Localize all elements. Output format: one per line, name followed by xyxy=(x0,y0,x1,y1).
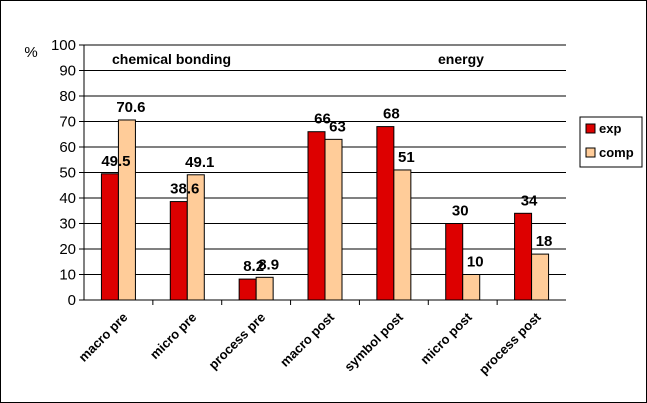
bar-comp-micro-pre xyxy=(186,174,205,301)
legend-label-exp: exp xyxy=(599,121,621,136)
bar-exp-macro-pre xyxy=(100,173,119,301)
category-label-symbol-post: symbol post xyxy=(341,309,406,374)
bar-comp-process-post xyxy=(531,253,550,301)
annotation-energy: energy xyxy=(438,51,484,67)
data-label-exp-micro-pre: 38.6 xyxy=(170,181,199,198)
y-tick-label: 80 xyxy=(59,88,76,105)
data-label-exp-micro-post: 30 xyxy=(452,203,469,220)
bar-exp-process-post xyxy=(514,212,533,301)
y-tick-label: 90 xyxy=(59,63,76,80)
data-label-comp-process-pre: 8.9 xyxy=(258,256,279,273)
category-label-process-post: process post xyxy=(476,309,544,377)
y-tick-label: 0 xyxy=(68,292,76,309)
data-label-comp-micro-pre: 49.1 xyxy=(185,154,214,171)
data-label-exp-symbol-post: 68 xyxy=(383,106,400,123)
bar-comp-process-pre xyxy=(255,276,274,301)
legend: exp comp xyxy=(579,116,643,168)
y-tick-labels: 0 10 20 30 40 50 60 70 80 90 100 xyxy=(51,37,76,309)
bars xyxy=(100,119,550,301)
data-label-exp-process-post: 34 xyxy=(521,192,538,209)
data-label-exp-macro-pre: 49.5 xyxy=(101,153,130,170)
bar-comp-macro-post xyxy=(324,138,343,301)
data-label-comp-macro-pre: 70.6 xyxy=(116,99,145,116)
annotation-chemical-bonding: chemical bonding xyxy=(112,51,231,67)
bar-exp-micro-post xyxy=(445,223,464,301)
y-tick-label: 70 xyxy=(59,114,76,131)
y-tick-label: 50 xyxy=(59,165,76,182)
legend-swatch-exp xyxy=(585,123,596,134)
data-label-exp-process-pre: 8.2 xyxy=(243,258,264,275)
category-label-macro-post: macro post xyxy=(277,309,338,370)
y-tick-label: 100 xyxy=(51,37,76,54)
y-axis-title: % xyxy=(24,44,37,61)
bar-exp-process-pre xyxy=(238,278,257,301)
data-label-comp-micro-post: 10 xyxy=(467,254,484,271)
bar-comp-macro-pre xyxy=(117,119,136,301)
category-label-process-pre: process pre xyxy=(206,310,269,373)
category-label-micro-post: micro post xyxy=(417,309,475,367)
data-label-comp-symbol-post: 51 xyxy=(398,149,415,166)
y-tick-label: 40 xyxy=(59,190,76,207)
data-label-comp-process-post: 18 xyxy=(536,233,553,250)
legend-swatch-comp xyxy=(585,147,596,158)
bar-exp-macro-post xyxy=(307,131,326,301)
category-labels: macro pre micro pre process pre macro post s… xyxy=(75,309,544,377)
y-tick-label: 20 xyxy=(59,241,76,258)
category-label-micro-pre: micro pre xyxy=(147,310,200,363)
data-label-exp-macro-post: 66 xyxy=(314,111,331,128)
bar-comp-micro-post xyxy=(462,274,481,301)
data-label-comp-macro-post: 63 xyxy=(329,118,346,135)
y-tick-label: 30 xyxy=(59,216,76,233)
bar-comp-symbol-post xyxy=(393,169,412,301)
bar-exp-micro-pre xyxy=(169,201,188,301)
bar-exp-symbol-post xyxy=(376,126,395,301)
legend-label-comp: comp xyxy=(599,145,634,160)
y-tick-label: 60 xyxy=(59,139,76,156)
category-label-macro-pre: macro pre xyxy=(75,310,130,365)
y-tick-label: 10 xyxy=(59,267,76,284)
